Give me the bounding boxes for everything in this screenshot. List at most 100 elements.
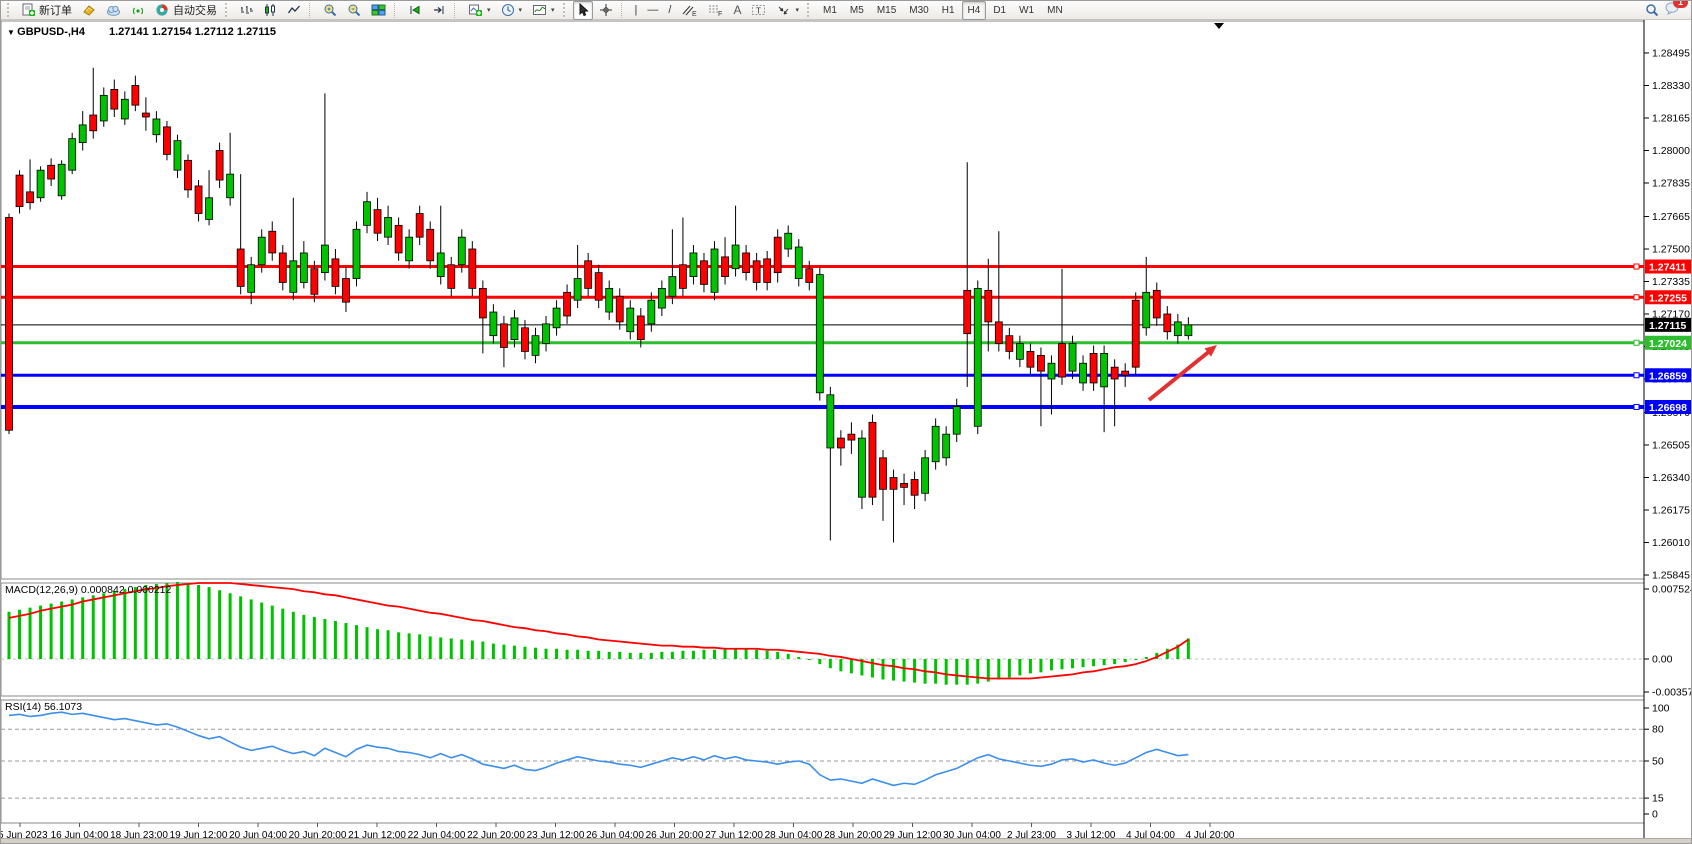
candle-body[interactable] [910,479,919,496]
periods-button[interactable]: ▾ [497,1,527,20]
candle-body[interactable] [805,268,814,283]
candle-body[interactable] [99,94,108,122]
candle-body[interactable] [1110,366,1119,380]
candle-body[interactable] [1163,313,1172,333]
candle-body[interactable] [552,307,561,329]
tile-windows-button[interactable] [367,1,390,20]
candle-body[interactable] [36,169,45,199]
candle-body[interactable] [436,252,445,277]
candle-body[interactable] [236,248,245,287]
candle-body[interactable] [47,164,56,180]
candle-body[interactable] [815,274,824,394]
candle-body[interactable] [1121,370,1130,376]
arrows-button[interactable]: ▾ [772,1,803,20]
candle-body[interactable] [289,260,298,293]
hline-handle[interactable] [1633,263,1640,270]
candle-body[interactable] [626,307,635,333]
candle-body[interactable] [973,287,982,427]
candle-body[interactable] [1173,321,1182,337]
candle-body[interactable] [478,287,487,319]
candle-body[interactable] [647,299,656,325]
candle-chart-button[interactable] [259,1,281,20]
candle-body[interactable] [1047,362,1056,380]
candle-body[interactable] [921,457,930,494]
candle-body[interactable] [773,236,782,274]
candle-body[interactable] [394,224,403,254]
candle-body[interactable] [57,163,66,197]
candle-body[interactable] [742,252,750,274]
zoom-in-button[interactable] [319,1,341,20]
bar-chart-button[interactable] [235,1,257,20]
candle-body[interactable] [510,317,519,341]
candle-body[interactable] [447,264,456,289]
candle-body[interactable] [784,232,793,250]
hline-handle[interactable] [1633,294,1640,301]
toolbar-grip[interactable] [562,3,569,17]
candle-body[interactable] [163,126,171,155]
candle-body[interactable] [405,236,414,262]
channel-button[interactable]: E [677,1,701,20]
candle-body[interactable] [1142,291,1151,329]
search-icon[interactable] [1645,3,1659,17]
candle-body[interactable] [257,236,266,266]
candle-body[interactable] [879,457,887,490]
candle-body[interactable] [721,256,729,277]
candle-body[interactable] [194,185,203,214]
candle-body[interactable] [594,272,603,301]
candle-body[interactable] [26,191,34,204]
candle-body[interactable] [836,437,845,449]
candle-body[interactable] [363,201,371,226]
candle-body[interactable] [984,289,993,323]
signal-button[interactable] [127,1,149,20]
candle-body[interactable] [120,98,129,120]
candle-body[interactable] [110,89,119,110]
candle-body[interactable] [1089,352,1098,384]
candle-body[interactable] [131,85,140,106]
candle-body[interactable] [299,252,308,283]
candle-body[interactable] [826,394,835,449]
candle-body[interactable] [731,244,740,270]
candle-body[interactable] [15,174,24,208]
tf-button-M30[interactable]: M30 [909,4,929,16]
candle-body[interactable] [1058,343,1066,378]
label-button[interactable]: T [747,1,770,20]
candle-body[interactable] [310,268,319,295]
hline-handle[interactable] [1633,339,1640,346]
candle-body[interactable] [794,246,803,279]
candle-body[interactable] [226,173,235,199]
tf-button-M1[interactable]: M1 [823,4,837,16]
candle-body[interactable] [521,327,529,352]
vline-button[interactable]: | [631,1,642,20]
candle-body[interactable] [1068,343,1077,372]
candle-body[interactable] [1005,335,1014,352]
candle-body[interactable] [847,433,856,441]
candle-body[interactable] [657,287,666,309]
candle-body[interactable] [468,248,477,289]
candle-body[interactable] [931,425,940,463]
candle-body[interactable] [1131,299,1140,368]
hline-handle[interactable] [1633,372,1640,379]
candle-body[interactable] [605,287,614,313]
cursor-button[interactable] [572,1,593,20]
trend-arrow-object[interactable] [1147,348,1213,402]
candle-body[interactable] [215,150,224,181]
candle-body[interactable] [615,295,624,323]
fibonacci-button[interactable]: F [703,1,727,20]
notifications-button[interactable]: 1 [1665,1,1688,20]
candle-body[interactable] [384,217,392,238]
candle-body[interactable] [68,138,77,171]
candle-body[interactable] [1184,324,1193,337]
candle-body[interactable] [858,437,866,498]
candle-body[interactable] [78,124,87,144]
candle-body[interactable] [89,114,98,132]
candle-body[interactable] [152,118,161,136]
candle-body[interactable] [1152,289,1161,319]
candle-body[interactable] [689,252,698,277]
candle-body[interactable] [5,217,13,431]
tf-button-H4[interactable]: H4 [961,1,987,20]
candle-body[interactable] [1079,362,1087,384]
candle-body[interactable] [320,244,329,274]
toolbar-grip[interactable] [7,3,13,17]
candle-body[interactable] [900,483,908,488]
crosshair-button[interactable] [595,1,617,20]
